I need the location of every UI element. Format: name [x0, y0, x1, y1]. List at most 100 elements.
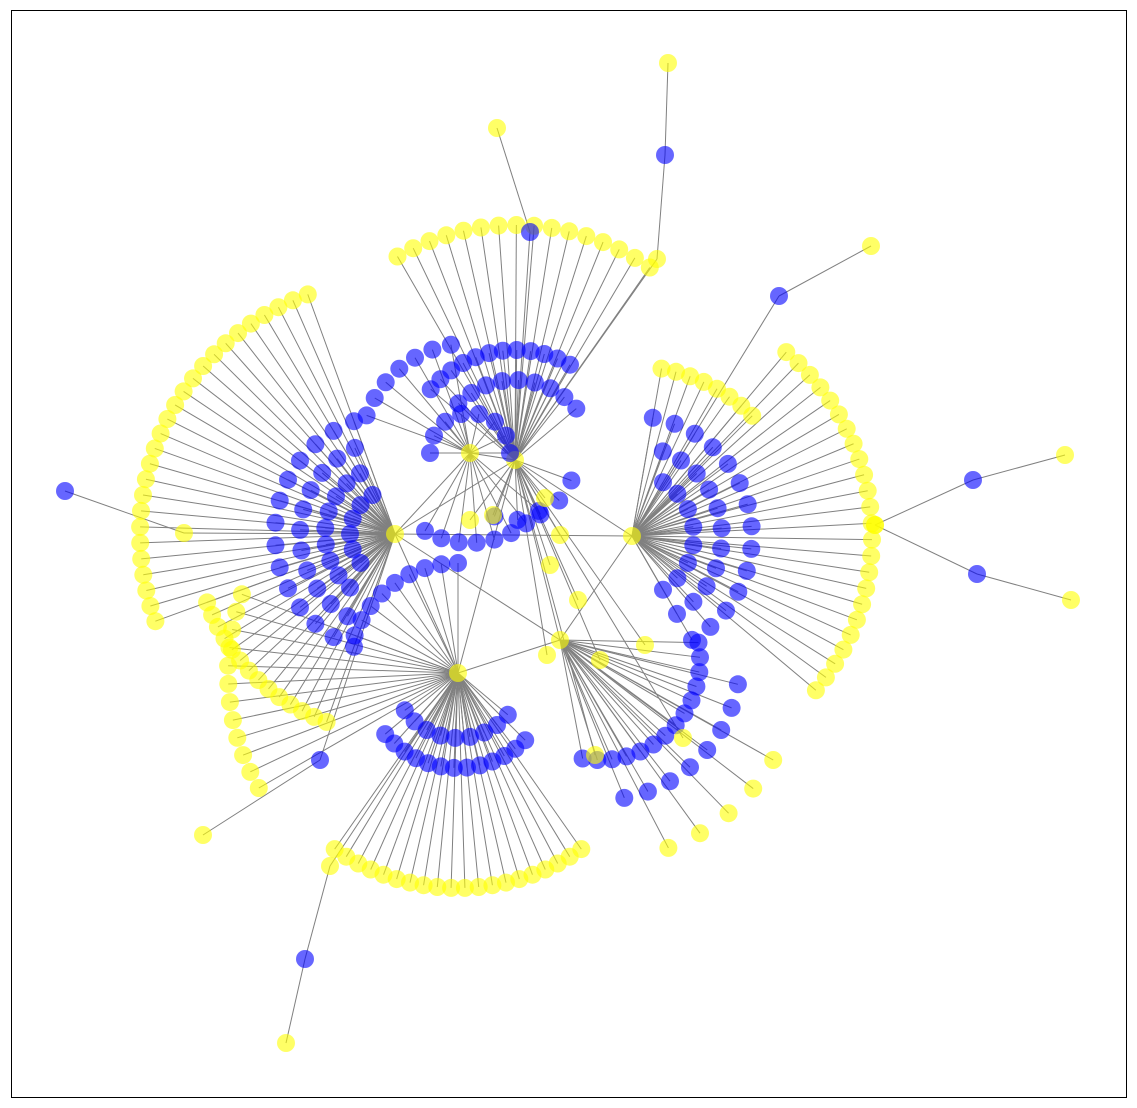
blue-node — [678, 500, 697, 519]
graph-edge — [559, 639, 691, 768]
blue-node — [458, 758, 476, 777]
graph-edge — [457, 672, 571, 857]
blue-node — [345, 626, 364, 645]
yellow-node — [484, 506, 502, 524]
blue-node — [541, 379, 560, 398]
yellow-node — [744, 779, 763, 798]
blue-node — [698, 741, 717, 759]
graph-edge — [258, 672, 459, 789]
graph-edge — [469, 459, 516, 521]
blue-node — [654, 473, 672, 492]
graph-edge — [514, 459, 561, 641]
graph-edge — [383, 672, 459, 875]
yellow-node — [1056, 446, 1074, 464]
blue-node — [691, 648, 709, 667]
blue-node — [703, 438, 722, 457]
graph-edge — [457, 672, 520, 880]
yellow-node — [140, 454, 159, 473]
blue-node — [311, 751, 329, 769]
graph-edge — [514, 459, 579, 601]
blue-node — [469, 405, 488, 423]
blue-node — [509, 371, 528, 390]
blue-node — [351, 496, 370, 515]
yellow-node — [283, 291, 302, 310]
blue-node — [306, 435, 325, 454]
yellow-node — [862, 237, 880, 255]
blue-node — [446, 728, 465, 747]
graph-edge — [631, 374, 811, 537]
graph-edge — [559, 639, 669, 849]
graph-edge — [559, 639, 697, 688]
graph-edge — [514, 459, 646, 646]
yellow-node — [826, 654, 845, 673]
graph-edge — [440, 564, 459, 674]
blue-node — [270, 558, 289, 577]
graph-edge — [514, 408, 577, 461]
yellow-node — [636, 636, 654, 654]
yellow-node — [806, 681, 825, 700]
graph-edge — [396, 672, 459, 880]
blue-node — [685, 424, 704, 443]
graph-edge — [514, 459, 519, 520]
graph-edge — [469, 452, 495, 540]
blue-node — [700, 480, 719, 499]
graph-edge — [424, 567, 459, 674]
blue-node — [395, 701, 414, 720]
blue-node — [351, 464, 369, 483]
blue-node — [656, 146, 674, 164]
graph-edge — [559, 639, 738, 685]
graph-edge — [457, 672, 466, 888]
yellow-node — [194, 357, 213, 375]
yellow-node — [437, 226, 456, 245]
blue-node — [444, 758, 463, 777]
yellow-node — [489, 216, 508, 235]
blue-node — [712, 539, 731, 558]
yellow-node — [542, 218, 561, 237]
blue-node — [475, 723, 494, 742]
blue-node — [485, 530, 504, 549]
blue-node — [415, 559, 434, 578]
graph-edge — [664, 62, 669, 156]
yellow-node — [837, 419, 856, 438]
blue-node — [329, 566, 348, 585]
blue-node — [661, 772, 679, 791]
graph-edge — [631, 535, 678, 579]
graph-edge — [469, 452, 478, 543]
yellow-node — [216, 334, 235, 353]
yellow-node — [659, 54, 677, 72]
blue-node — [436, 412, 455, 431]
yellow-node — [131, 533, 150, 552]
graph-edge — [514, 225, 535, 461]
blue-node — [338, 607, 357, 626]
yellow-node — [321, 857, 339, 875]
yellow-node — [461, 511, 479, 529]
blue-node — [376, 373, 395, 392]
blue-node — [341, 525, 359, 543]
blue-node — [493, 341, 512, 360]
yellow-node — [858, 481, 877, 500]
yellow-node — [483, 876, 502, 895]
blue-node — [497, 426, 515, 445]
yellow-node — [541, 556, 559, 574]
graph-edge — [514, 396, 565, 461]
blue-node — [361, 597, 380, 615]
blue-node — [400, 565, 419, 584]
yellow-node — [821, 391, 840, 410]
yellow-node — [789, 354, 808, 373]
blue-node — [517, 514, 536, 533]
graph-edge — [458, 452, 471, 543]
graph-edge — [394, 459, 516, 535]
yellow-node — [471, 218, 490, 237]
blue-node — [742, 539, 761, 558]
graph-edge — [514, 459, 548, 656]
yellow-node — [198, 593, 217, 612]
yellow-node — [691, 824, 709, 843]
blue-node — [390, 359, 409, 378]
blue-node — [321, 595, 340, 613]
blue-node — [501, 444, 519, 462]
graph-edge — [631, 535, 872, 541]
blue-node — [337, 474, 356, 493]
graph-edge — [357, 672, 459, 864]
blue-node — [712, 519, 731, 538]
graph-edge — [976, 573, 1072, 601]
